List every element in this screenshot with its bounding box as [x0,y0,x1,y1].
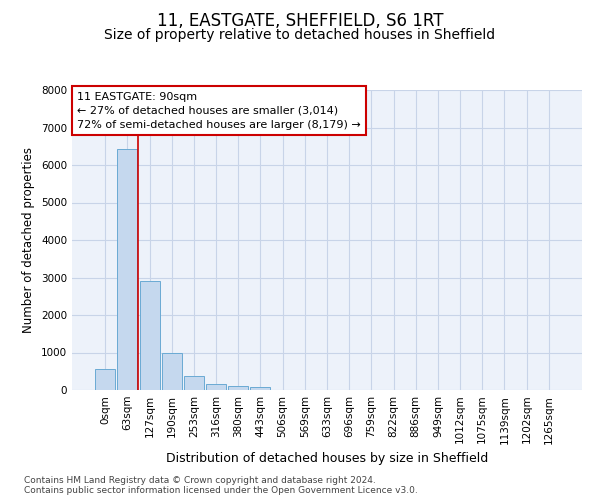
X-axis label: Distribution of detached houses by size in Sheffield: Distribution of detached houses by size … [166,452,488,465]
Y-axis label: Number of detached properties: Number of detached properties [22,147,35,333]
Text: Size of property relative to detached houses in Sheffield: Size of property relative to detached ho… [104,28,496,42]
Text: Contains HM Land Registry data © Crown copyright and database right 2024.
Contai: Contains HM Land Registry data © Crown c… [24,476,418,495]
Bar [250,387,271,390]
Bar [140,280,160,390]
Bar [206,384,226,390]
Text: 11, EASTGATE, SHEFFIELD, S6 1RT: 11, EASTGATE, SHEFFIELD, S6 1RT [157,12,443,30]
Bar [118,149,137,390]
Bar [162,353,182,390]
Bar [228,386,248,390]
Text: 11 EASTGATE: 90sqm
← 27% of detached houses are smaller (3,014)
72% of semi-deta: 11 EASTGATE: 90sqm ← 27% of detached hou… [77,92,361,130]
Bar [184,376,204,390]
Bar [95,369,115,390]
